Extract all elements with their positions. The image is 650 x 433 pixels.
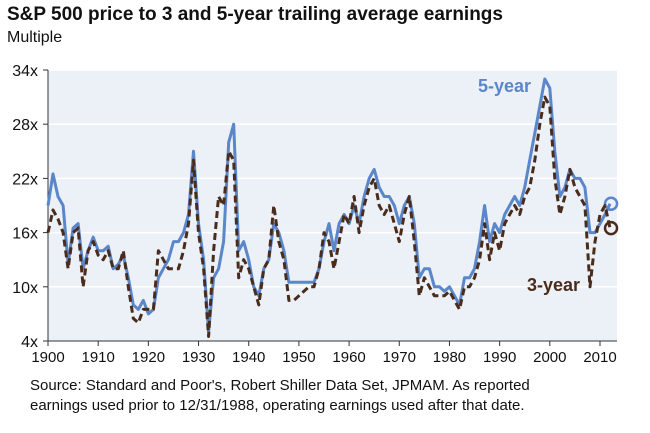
chart-subtitle: Multiple xyxy=(7,29,63,46)
x-tick-label: 2010 xyxy=(583,349,616,366)
x-tick-label: 1900 xyxy=(31,349,64,366)
y-tick-label: 4x xyxy=(21,334,38,351)
x-tick-label: 1960 xyxy=(332,349,365,366)
chart-title: S&P 500 price to 3 and 5-year trailing a… xyxy=(7,4,503,25)
x-tick-label: 1950 xyxy=(282,349,315,366)
y-tick-label: 34x xyxy=(12,63,38,80)
label-5-year: 5-year xyxy=(478,76,531,96)
endpoint-marker-3-year xyxy=(603,220,619,236)
x-tick-label: 1990 xyxy=(483,349,516,366)
y-tick-label: 16x xyxy=(12,226,38,243)
x-tick-label: 1930 xyxy=(182,349,215,366)
source-note: Source: Standard and Poor's, Robert Shil… xyxy=(30,376,650,416)
label-3-year: 3-year xyxy=(527,275,580,295)
y-tick-label: 22x xyxy=(12,171,38,188)
x-tick-label: 1970 xyxy=(383,349,416,366)
plot-background xyxy=(48,70,617,341)
pe-ratio-chart: 4x 10x 16x 22x 28x 34x 1900 1910 1920 1930 1940 195… xyxy=(12,63,619,366)
x-tick-label: 1920 xyxy=(132,349,165,366)
series-line-5-year xyxy=(46,77,612,334)
endpoint-marker-5-year xyxy=(603,196,619,211)
series-line-3-year xyxy=(46,95,612,338)
x-tick-label: 1940 xyxy=(232,349,265,366)
source-note-line-2: earnings used prior to 12/31/1988, opera… xyxy=(30,397,525,414)
x-tick-label: 1910 xyxy=(81,349,114,366)
x-tick-label: 1980 xyxy=(433,349,466,366)
x-tick-label: 2000 xyxy=(533,349,566,366)
source-note-line-1: Source: Standard and Poor's, Robert Shil… xyxy=(30,377,530,394)
y-tick-label: 10x xyxy=(12,280,38,297)
y-tick-label: 28x xyxy=(12,117,38,134)
